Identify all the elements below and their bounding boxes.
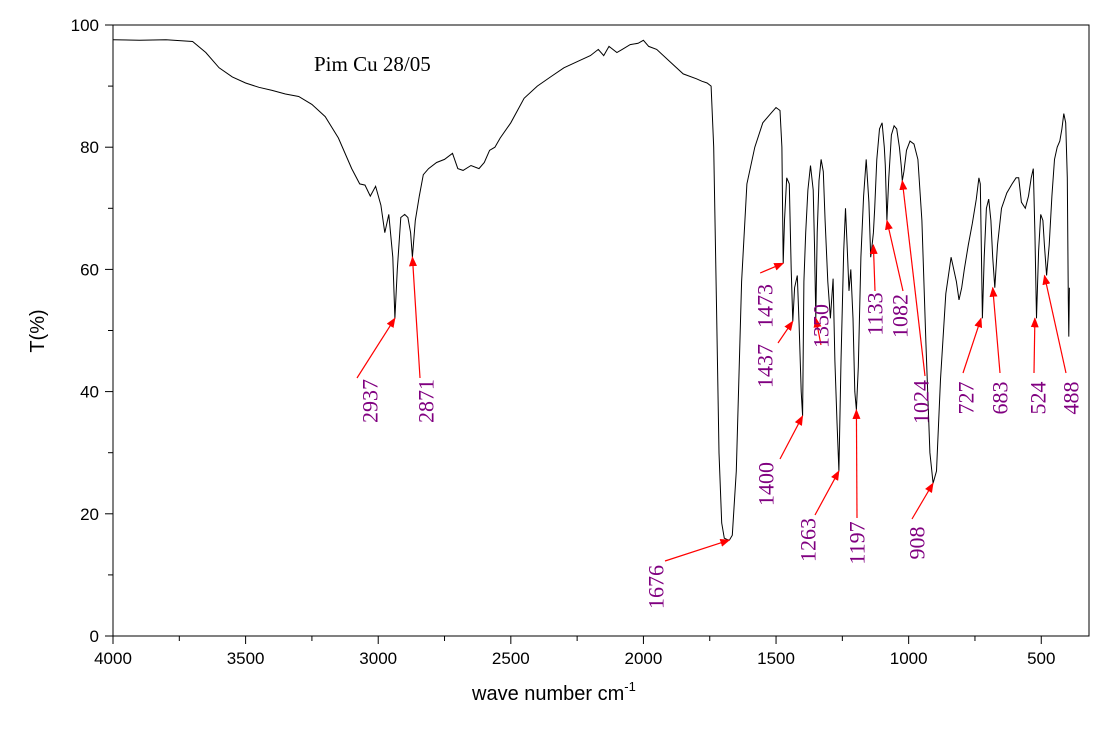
peak-label-488: 488 <box>1059 382 1084 415</box>
peak-arrow-2871 <box>409 256 421 379</box>
x-tick-label: 3500 <box>227 649 265 668</box>
peak-label-727: 727 <box>954 382 979 415</box>
x-axis-title-main: wave number cm <box>471 683 624 705</box>
peak-arrow-1350 <box>813 317 822 346</box>
peak-arrow-1263 <box>814 470 840 516</box>
peak-arrow-488 <box>1042 274 1067 374</box>
x-tick-label: 2000 <box>625 649 663 668</box>
peak-label-1082: 1082 <box>888 294 913 338</box>
peak-label-1350: 1350 <box>809 304 834 348</box>
peak-arrow-2937 <box>356 317 396 379</box>
y-axis-title: T(%) <box>27 309 49 352</box>
peak-arrow-1676 <box>664 539 731 562</box>
x-axis: 4000 3500 3000 2500 2000 1500 1000 500 <box>94 636 1055 668</box>
y-tick-label: 100 <box>71 16 99 35</box>
y-tick-label: 40 <box>80 383 99 402</box>
y-tick-label: 0 <box>90 627 99 646</box>
x-axis-title: wave number cm-1 <box>471 679 636 705</box>
peak-arrow-1473 <box>759 262 785 274</box>
y-axis: 0 20 40 60 80 100 <box>71 16 113 646</box>
peak-arrow-683 <box>989 286 1001 374</box>
peak-arrow-1024 <box>899 179 926 377</box>
x-tick-label: 2500 <box>492 649 530 668</box>
peak-label-524: 524 <box>1026 382 1051 415</box>
peak-label-1024: 1024 <box>909 380 934 424</box>
peak-arrow-908 <box>911 482 934 520</box>
x-tick-label: 3000 <box>359 649 397 668</box>
peak-label-1197: 1197 <box>845 521 870 564</box>
peak-arrow-1133 <box>869 243 878 292</box>
peak-label-908: 908 <box>905 527 930 560</box>
peak-label-1473: 1473 <box>753 284 778 328</box>
y-tick-label: 20 <box>80 505 99 524</box>
peak-label-683: 683 <box>988 382 1013 415</box>
plot-frame <box>112 24 1090 637</box>
peak-label-1400: 1400 <box>754 462 779 506</box>
x-tick-label: 1000 <box>890 649 928 668</box>
peak-arrow-524 <box>1030 317 1039 374</box>
x-tick-label: 1500 <box>757 649 795 668</box>
x-axis-title-superscript: -1 <box>624 679 636 694</box>
peak-label-2871: 2871 <box>414 379 439 423</box>
peak-label-1676: 1676 <box>644 565 669 609</box>
x-tick-label: 4000 <box>94 649 132 668</box>
peak-label-1263: 1263 <box>796 518 821 562</box>
y-tick-label: 80 <box>80 138 99 157</box>
x-tick-label: 500 <box>1027 649 1055 668</box>
peak-arrow-1082 <box>885 219 904 292</box>
peak-arrow-1437 <box>777 320 794 344</box>
chart-title: Pim Cu 28/05 <box>314 52 431 76</box>
peak-label-1437: 1437 <box>753 344 778 388</box>
spectrum-line <box>112 39 1070 541</box>
y-tick-label: 60 <box>80 260 99 279</box>
peak-annotations: 2937 2871 1676 1473 1437 1400 1350 1263 1197 1133… <box>356 179 1084 609</box>
peak-arrow-1400 <box>779 415 804 460</box>
peak-arrow-727 <box>962 317 983 374</box>
peak-label-1133: 1133 <box>863 292 888 335</box>
peak-label-2937: 2937 <box>358 379 383 423</box>
peak-arrow-1197 <box>852 408 861 519</box>
